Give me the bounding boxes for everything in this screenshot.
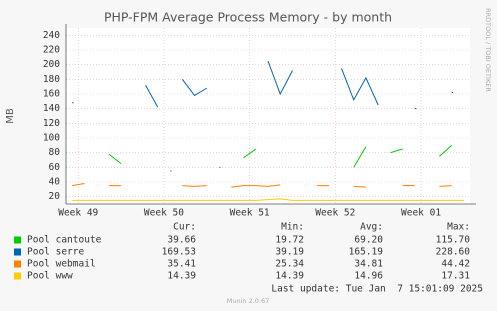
y-tick-label: 160	[43, 89, 60, 100]
legend-swatch	[14, 260, 21, 268]
y-tick-label: 100	[43, 133, 60, 144]
series-line	[72, 182, 452, 188]
stat-value: 39.19	[275, 247, 304, 258]
stat-value: 35.41	[167, 259, 196, 270]
x-tick-label: Week 49	[58, 208, 98, 219]
legend-label: Pool serre	[27, 247, 84, 258]
x-tick-label: Week 01	[401, 208, 441, 219]
stat-value: 14.39	[275, 271, 304, 282]
x-tick-label: Week 51	[230, 208, 270, 219]
y-tick-label: 140	[43, 103, 60, 114]
stat-value: 14.96	[354, 271, 383, 282]
x-tick-label: Week 52	[315, 208, 355, 219]
x-tick-label: Week 50	[144, 208, 184, 219]
legend-swatch	[14, 248, 21, 256]
stat-value: 19.72	[275, 235, 304, 246]
stat-value: 169.53	[162, 247, 196, 258]
legend-label: Pool cantoute	[27, 235, 102, 246]
stat-value: 228.60	[436, 247, 471, 258]
plot-area	[66, 28, 470, 204]
stat-header: Avg:	[360, 222, 383, 233]
y-tick-label: 80	[49, 147, 61, 158]
series-line	[108, 144, 452, 172]
stat-header: Min:	[281, 222, 304, 233]
watermark: RRDTOOL / TOBI OETIKER	[484, 8, 492, 92]
stat-value: 44.42	[441, 259, 470, 270]
footer: Munin 2.0.67	[227, 297, 270, 305]
y-tick-label: 20	[49, 191, 61, 202]
legend-label: Pool webmail	[27, 259, 96, 270]
last-update: Last update: Tue Jan 7 15:01:09 2025	[271, 284, 483, 295]
stat-value: 69.20	[354, 235, 383, 246]
stat-value: 39.66	[167, 235, 196, 246]
y-tick-label: 180	[43, 74, 60, 85]
series-line	[72, 60, 454, 110]
y-tick-label: 40	[49, 177, 61, 188]
legend-swatch	[14, 272, 21, 280]
y-tick-label: 60	[49, 162, 61, 173]
y-tick-label: 240	[43, 30, 60, 41]
stat-value: 115.70	[436, 235, 471, 246]
chart-title: PHP-FPM Average Process Memory - by mont…	[104, 10, 392, 25]
y-tick-label: 200	[43, 59, 60, 70]
stat-value: 34.81	[354, 259, 383, 270]
legend-label: Pool www	[27, 271, 73, 282]
series-line	[72, 198, 464, 201]
stat-value: 25.34	[275, 259, 304, 270]
y-axis-label: MB	[5, 108, 16, 124]
legend-swatch	[14, 236, 21, 244]
stat-value: 17.31	[441, 271, 470, 282]
stat-header: Cur:	[173, 222, 196, 233]
stat-header: Max:	[447, 222, 470, 233]
y-tick-label: 220	[43, 45, 60, 56]
stat-value: 14.39	[167, 271, 196, 282]
stat-value: 165.19	[349, 247, 384, 258]
y-tick-label: 120	[43, 118, 60, 129]
